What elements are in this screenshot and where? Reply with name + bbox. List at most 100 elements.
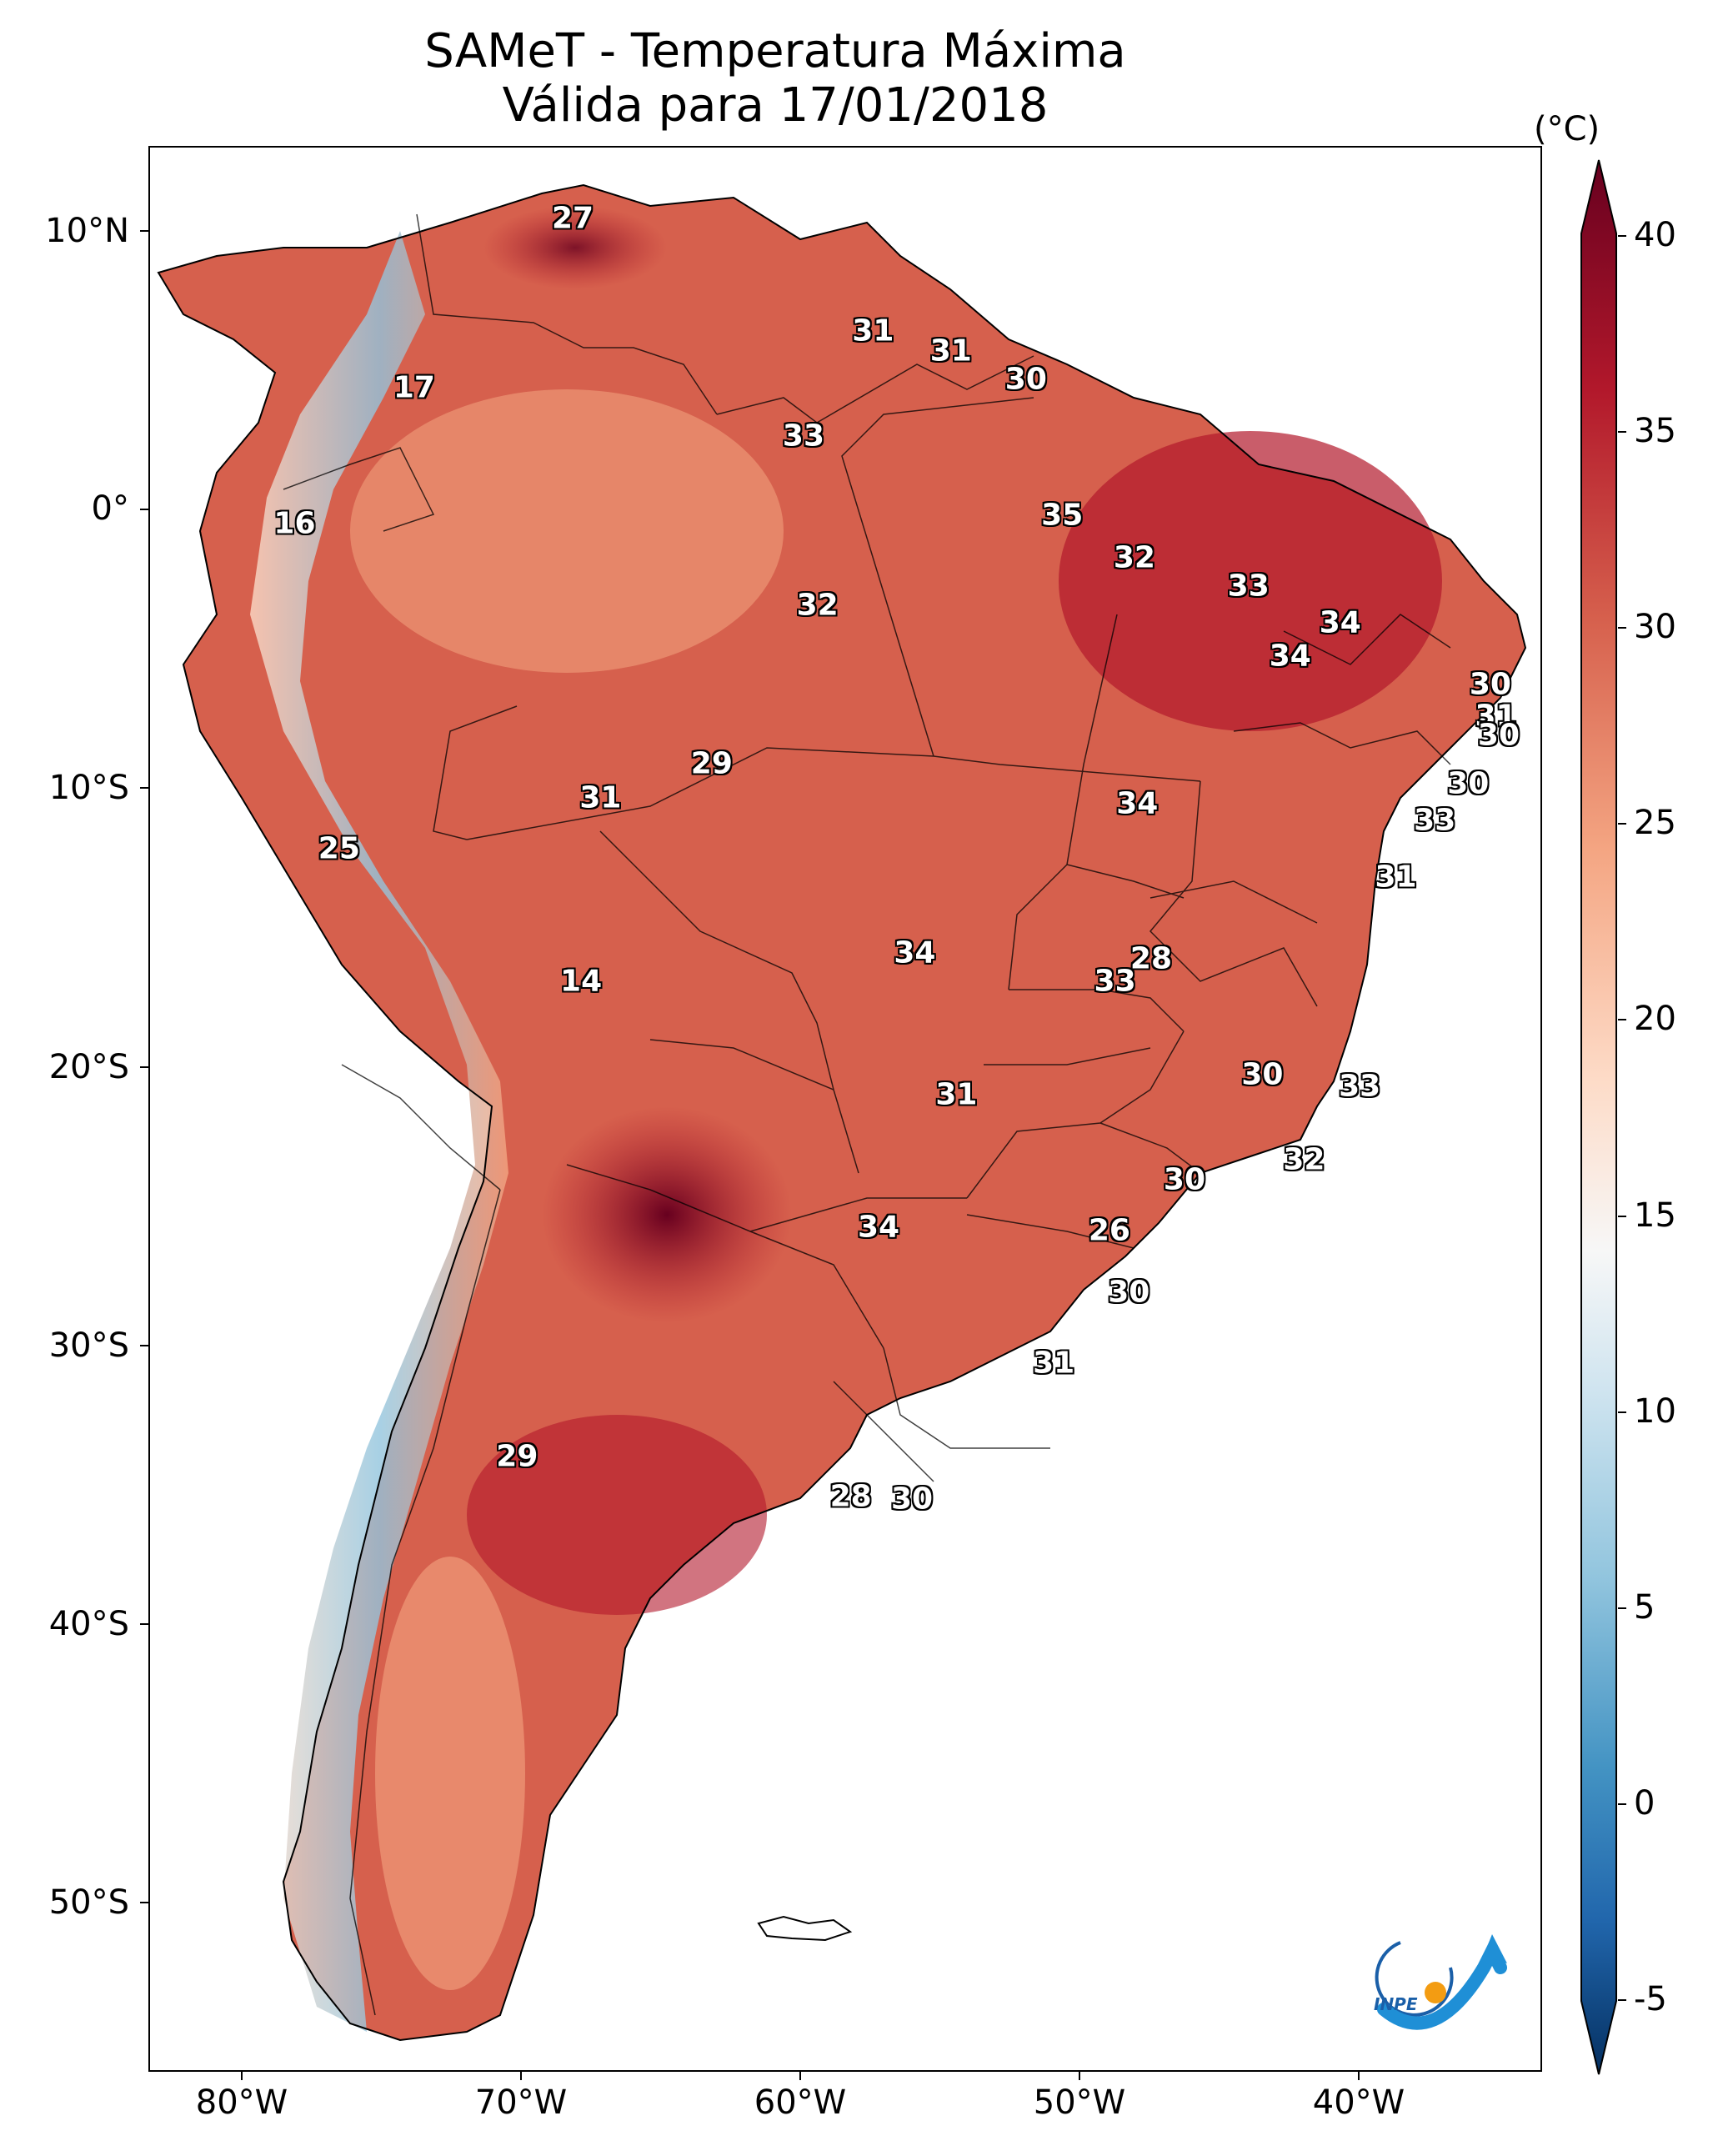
colorbar-tick-mark: [1618, 235, 1626, 237]
temperature-label: 35: [1041, 498, 1084, 533]
colorbar-tick-mark: [1618, 1411, 1626, 1413]
inpe-logo-text: INPE: [1374, 1994, 1418, 2014]
temperature-label: 25: [318, 831, 360, 866]
hot-area-chaco: [542, 1106, 792, 1323]
x-tick-label: 40°W: [1312, 2083, 1405, 2122]
temperature-label: 33: [1339, 1069, 1381, 1104]
falkland-islands: [757, 1915, 853, 1942]
map-frame: [148, 146, 1542, 2072]
temperature-label: 30: [1163, 1162, 1206, 1197]
colorbar-tick-mark: [1618, 1607, 1626, 1609]
temperature-label: 33: [782, 419, 825, 454]
temperature-label: 31: [1375, 860, 1417, 895]
temperature-label: 33: [1414, 803, 1456, 838]
temperature-label: 29: [690, 746, 733, 781]
temperature-label: 34: [1116, 786, 1159, 821]
y-tick-label: 40°S: [48, 1605, 129, 1643]
x-tick-mark: [799, 2072, 801, 2080]
temperature-label: 30: [1477, 718, 1520, 753]
y-tick-label: 30°S: [48, 1326, 129, 1365]
warm-area-patagonia: [375, 1557, 525, 1990]
map-title-line2: Válida para 17/01/2018: [502, 78, 1049, 133]
temperature-label: 32: [1113, 540, 1155, 575]
hot-area-venezuela: [483, 206, 667, 289]
temperature-label: 31: [929, 333, 972, 369]
temperature-label: 30: [1004, 362, 1047, 397]
country-borders: [283, 213, 1451, 2016]
colorbar-tick-label: 20: [1634, 1000, 1676, 1039]
temperature-label: 30: [891, 1482, 934, 1517]
colorbar-tick-label: 10: [1634, 1391, 1676, 1431]
hot-area-northeast: [1059, 431, 1442, 731]
colorbar-tick-mark: [1618, 1999, 1626, 2001]
y-tick-label: 10°N: [45, 212, 129, 250]
temperature-label: 33: [1094, 964, 1136, 999]
coastline: [157, 183, 1527, 2042]
y-tick-label: 50°S: [48, 1883, 129, 1922]
colorbar-tick-label: 35: [1634, 412, 1676, 451]
y-tick-mark: [140, 230, 148, 232]
y-tick-mark: [140, 1902, 148, 1903]
colorbar-tick-mark: [1618, 1215, 1626, 1217]
colorbar-tick-mark: [1618, 431, 1626, 434]
colorbar-tick-label: 5: [1634, 1587, 1655, 1627]
colorbar-tick-mark: [1618, 1019, 1626, 1021]
temperature-label: 33: [1227, 569, 1270, 604]
temperature-label: 31: [852, 313, 894, 348]
map-title-line1: SAMeT - Temperatura Máxima: [424, 24, 1126, 78]
colorbar-tick-label: 15: [1634, 1196, 1676, 1235]
temperature-label: 30: [1108, 1275, 1150, 1310]
colorbar-tick-label: 25: [1634, 804, 1676, 843]
x-tick-mark: [1079, 2072, 1080, 2080]
y-tick-mark: [140, 787, 148, 789]
colorbar-tick-mark: [1618, 1803, 1626, 1805]
temperature-label: 30: [1241, 1057, 1284, 1092]
temperature-label: 32: [796, 588, 839, 623]
y-tick-mark: [140, 1066, 148, 1068]
y-tick-mark: [140, 1345, 148, 1346]
colorbar-tick-label: 40: [1634, 216, 1676, 254]
colorbar-tick-mark: [1618, 627, 1626, 629]
x-tick-label: 50°W: [1033, 2083, 1126, 2122]
temperature-label: 17: [393, 370, 435, 405]
temperature-label: 28: [829, 1479, 872, 1514]
temperature-label: 30: [1469, 667, 1511, 702]
inpe-logo: [1375, 1934, 1507, 2030]
x-tick-label: 80°W: [195, 2083, 288, 2122]
temperature-label: 31: [935, 1077, 978, 1112]
warm-area-amazon-west: [350, 389, 784, 673]
x-tick-label: 70°W: [474, 2083, 568, 2122]
x-tick-mark: [241, 2072, 243, 2080]
temperature-label: 27: [552, 201, 594, 236]
colorbar-unit: (°C): [1534, 110, 1600, 148]
temperature-label: 34: [1269, 639, 1311, 674]
y-tick-label: 10°S: [48, 769, 129, 807]
y-tick-label: 0°: [91, 489, 129, 528]
x-tick-mark: [520, 2072, 522, 2080]
temperature-label: 31: [1033, 1346, 1075, 1381]
temperature-label: 31: [579, 780, 622, 815]
temperature-label: 30: [1447, 766, 1490, 801]
colorbar: [1580, 159, 1617, 2075]
temperature-label: 34: [894, 935, 936, 970]
temperature-label: 14: [560, 964, 603, 999]
temperature-label: 34: [1319, 605, 1361, 640]
colorbar-tick-mark: [1618, 823, 1626, 825]
temperature-label: 28: [1129, 941, 1173, 976]
x-tick-label: 60°W: [754, 2083, 847, 2122]
y-tick-label: 20°S: [48, 1048, 129, 1086]
hot-area-pampas: [467, 1415, 767, 1615]
temperature-label: 26: [1088, 1213, 1130, 1248]
temperature-label: 29: [496, 1439, 538, 1474]
colorbar-tick-label: 0: [1634, 1783, 1655, 1823]
map-canvas: [157, 183, 1527, 2042]
x-tick-mark: [1358, 2072, 1360, 2080]
temperature-label: 31: [1475, 699, 1517, 734]
y-tick-mark: [140, 509, 148, 510]
y-tick-mark: [140, 1623, 148, 1625]
temperature-label: 32: [1283, 1142, 1325, 1177]
colorbar-tick-label: -5: [1634, 1980, 1667, 2018]
temperature-label: 16: [273, 506, 316, 541]
temperature-label: 34: [857, 1210, 900, 1245]
colorbar-tick-label: 30: [1634, 608, 1676, 647]
